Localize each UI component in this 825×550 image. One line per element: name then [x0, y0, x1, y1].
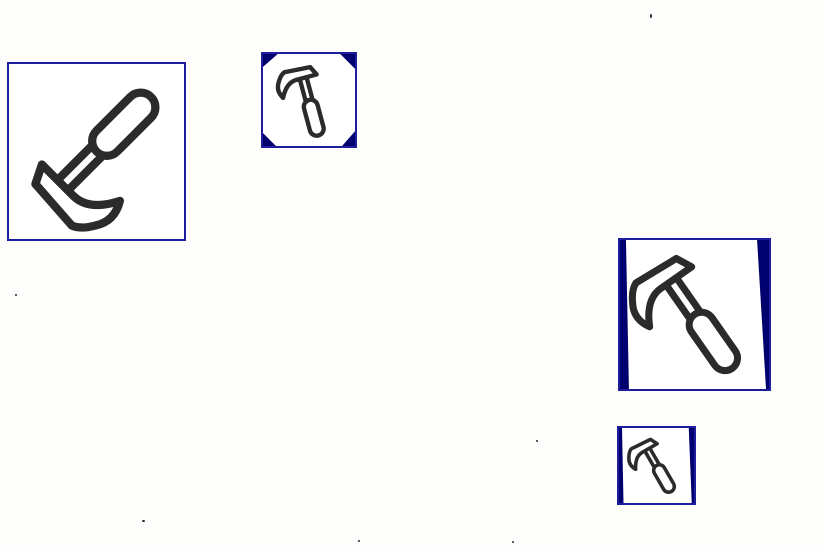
hammer-tile: [261, 52, 357, 148]
hammer-icon: [620, 240, 769, 389]
hammer-icon: [263, 54, 355, 146]
dust-speck: [142, 520, 145, 522]
hammer-icon: [31, 88, 160, 232]
hammer-tile: [618, 238, 771, 391]
dust-speck: [512, 541, 514, 543]
dust-speck: [536, 440, 538, 442]
dust-speck: [358, 540, 360, 542]
hammer-icon: [619, 428, 694, 503]
hammer-tile: [617, 426, 696, 505]
hammer-tile: [7, 62, 186, 241]
dust-speck: [650, 14, 652, 18]
dust-speck: [15, 294, 17, 296]
